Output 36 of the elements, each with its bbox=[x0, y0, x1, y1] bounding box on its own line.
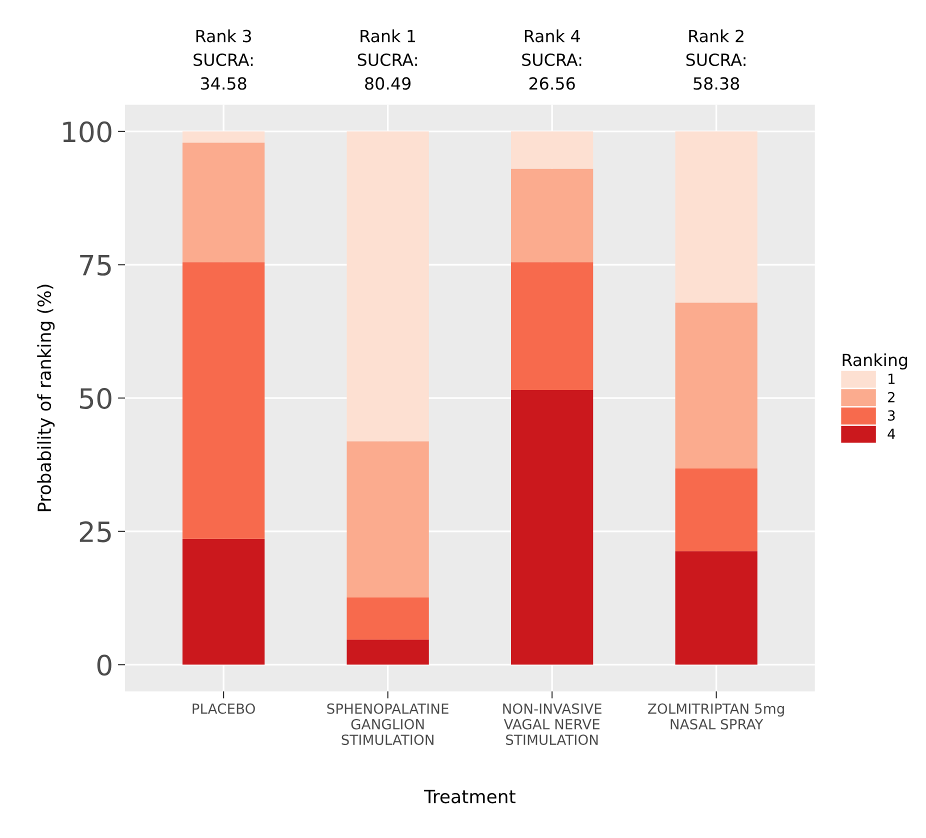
y-tick-label: 25 bbox=[80, 521, 111, 542]
y-axis-title: Probability of ranking (%) bbox=[37, 284, 55, 512]
x-tick-label: SPHENOPALATINE GANGLION STIMULATION bbox=[327, 703, 448, 746]
bar bbox=[182, 262, 265, 539]
bar bbox=[675, 468, 758, 552]
x-tick-label: ZOLMITRIPTAN 5mg NASAL SPRAY bbox=[648, 703, 784, 730]
legend-label: 2 bbox=[888, 392, 894, 402]
bar bbox=[182, 538, 265, 665]
legend-label: 3 bbox=[888, 410, 895, 421]
y-tick-label: 50 bbox=[80, 388, 112, 409]
bar bbox=[182, 131, 265, 143]
bar bbox=[511, 131, 594, 169]
y-tick-label: 100 bbox=[63, 121, 112, 142]
bar bbox=[346, 441, 429, 598]
text: Rank 3 SUCRA: 34.58 bbox=[194, 29, 253, 90]
text: Rank 2 SUCRA: 58.38 bbox=[686, 29, 746, 90]
x-axis-title: Treatment bbox=[424, 790, 516, 804]
text: Rank 1 SUCRA: 80.49 bbox=[358, 29, 417, 90]
text: Rank 4 SUCRA: 26.56 bbox=[522, 29, 582, 90]
bar bbox=[511, 390, 594, 665]
legend-label: 4 bbox=[888, 428, 896, 439]
bar bbox=[675, 302, 758, 468]
x-tick-label: PLACEBO bbox=[192, 703, 255, 714]
bar bbox=[346, 640, 429, 665]
bar bbox=[182, 142, 265, 262]
legend-title: Ranking bbox=[842, 353, 908, 370]
y-tick-label: 75 bbox=[80, 255, 111, 276]
bar bbox=[346, 131, 429, 442]
bar bbox=[675, 551, 758, 665]
x-tick-label: NON-INVASIVE VAGAL NERVE STIMULATION bbox=[503, 703, 602, 746]
bar bbox=[675, 131, 758, 303]
bar bbox=[346, 597, 429, 640]
bar bbox=[511, 168, 594, 262]
bar bbox=[511, 262, 594, 390]
legend-label: 1 bbox=[888, 374, 895, 384]
y-tick-label: 0 bbox=[97, 654, 112, 676]
